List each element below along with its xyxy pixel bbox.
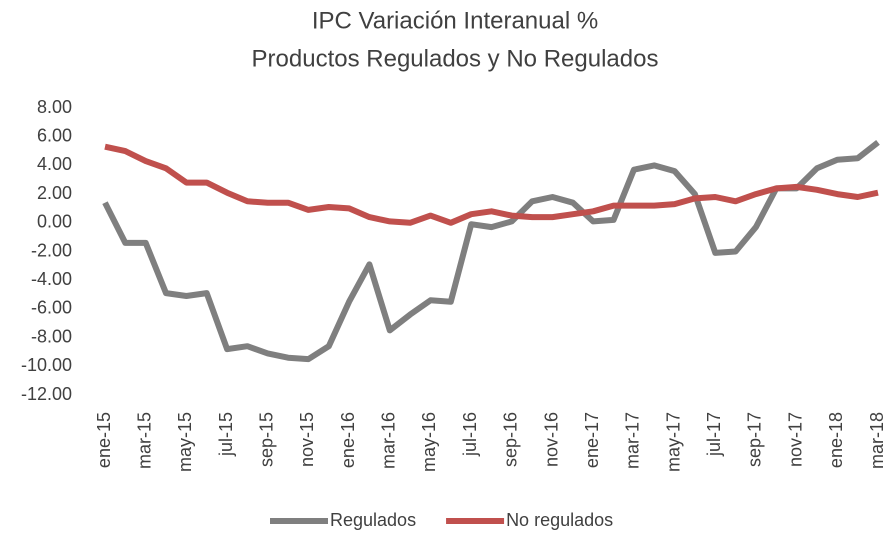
x-tick-label: ene-16 [338, 412, 358, 468]
x-tick-label: mar-18 [867, 412, 887, 469]
y-tick-label: -6.00 [31, 298, 72, 318]
x-tick-label: ene-18 [826, 412, 846, 468]
y-tick-label: 0.00 [37, 212, 72, 232]
y-tick-label: 2.00 [37, 183, 72, 203]
x-tick-label: may-17 [663, 412, 683, 472]
y-tick-label: 4.00 [37, 154, 72, 174]
y-tick-label: -4.00 [31, 269, 72, 289]
x-tick-label: mar-15 [134, 412, 154, 469]
y-tick-label: -2.00 [31, 240, 72, 260]
x-tick-label: ene-17 [582, 412, 602, 468]
x-tick-label: jul-16 [460, 412, 480, 457]
x-tick-label: ene-15 [94, 412, 114, 468]
chart-subtitle: Productos Regulados y No Regulados [252, 45, 659, 72]
legend-label: No regulados [506, 510, 613, 530]
x-tick-label: may-15 [175, 412, 195, 472]
x-tick-label: nov-15 [297, 412, 317, 467]
y-tick-label: -12.00 [21, 384, 72, 404]
y-tick-label: -8.00 [31, 326, 72, 346]
x-tick-label: may-16 [419, 412, 439, 472]
y-tick-label: -10.00 [21, 355, 72, 375]
chart-title: IPC Variación Interanual % [312, 7, 598, 34]
series-line [104, 143, 879, 226]
x-tick-label: nov-16 [541, 412, 561, 467]
x-tick-label: sep-16 [501, 412, 521, 467]
x-tick-label: nov-17 [785, 412, 805, 467]
legend-label: Regulados [330, 510, 416, 530]
x-tick-label: sep-15 [256, 412, 276, 467]
x-tick-label: jul-15 [216, 412, 236, 457]
x-tick-label: jul-17 [704, 412, 724, 457]
x-tick-label: mar-16 [379, 412, 399, 469]
x-tick-label: sep-17 [745, 412, 765, 467]
y-tick-label: 6.00 [37, 125, 72, 145]
series-line [102, 140, 880, 363]
x-tick-label: mar-17 [623, 412, 643, 469]
y-tick-label: 8.00 [37, 97, 72, 117]
